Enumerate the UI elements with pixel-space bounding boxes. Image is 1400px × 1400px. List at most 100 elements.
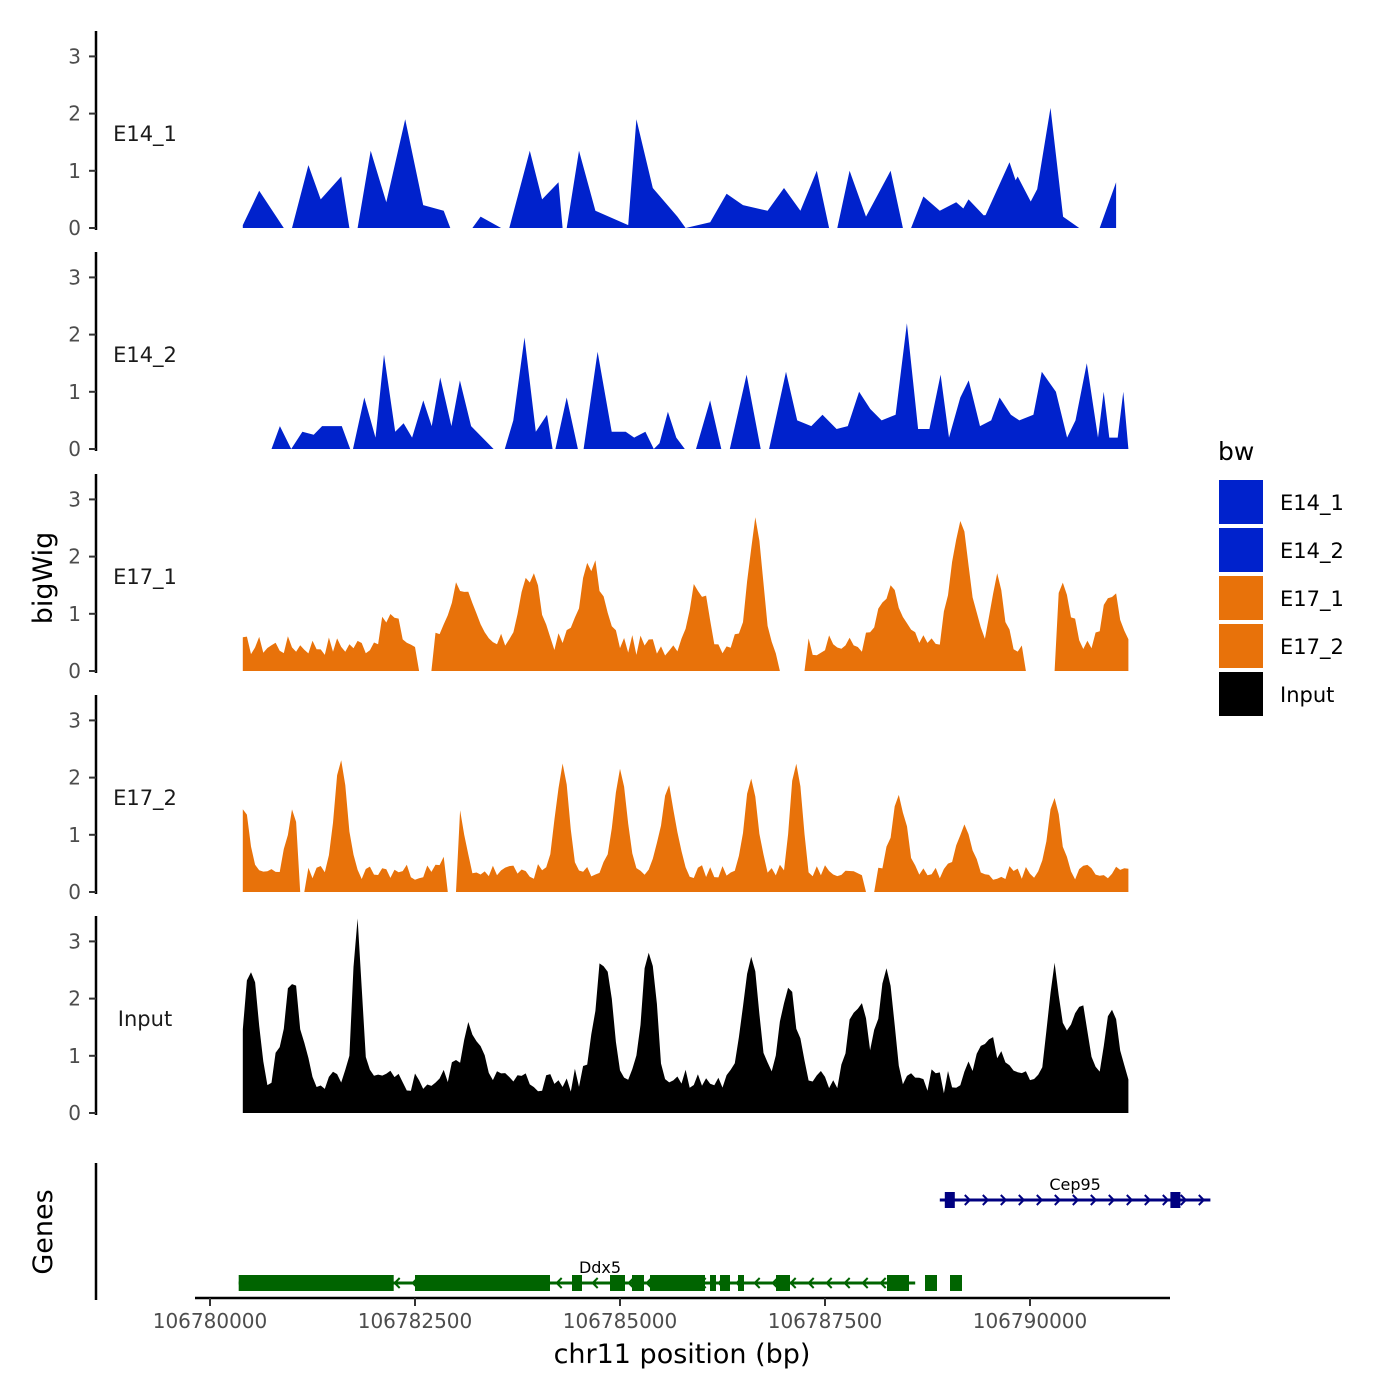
gene-exon	[720, 1275, 730, 1291]
x-tick-label: 106782500	[358, 1309, 473, 1333]
strand-arrow	[555, 1277, 563, 1289]
strand-arrow	[1072, 1194, 1080, 1206]
y-tick-label: 3	[68, 44, 81, 68]
strand-arrow	[1180, 1194, 1188, 1206]
legend-label-e17_2: E17_2	[1280, 635, 1344, 660]
gene-exon	[887, 1275, 909, 1291]
track-e14_1: 0 1 2 3 E14_1	[68, 31, 1117, 240]
strand-arrow	[1036, 1194, 1044, 1206]
signal-area-e14_2	[271, 323, 1129, 449]
strand-arrow	[1000, 1194, 1008, 1206]
legend-label-e14_2: E14_2	[1280, 539, 1344, 564]
gene-exon	[776, 1275, 790, 1291]
y-tick-label: 1	[68, 823, 81, 847]
y-tick-label: 0	[68, 1101, 81, 1125]
strand-arrow	[789, 1277, 797, 1289]
gene-exon	[710, 1275, 716, 1291]
track-label-e14_1: E14_1	[113, 122, 177, 147]
strand-arrow	[843, 1277, 851, 1289]
y-tick-label: 1	[68, 159, 81, 183]
legend-label-e17_1: E17_1	[1280, 587, 1344, 612]
y-tick-label: 2	[68, 987, 81, 1011]
track-e14_2: 0 1 2 3 E14_2	[68, 252, 1129, 461]
legend-key-input	[1219, 672, 1263, 716]
strand-arrow	[879, 1277, 887, 1289]
strand-arrow	[1126, 1194, 1134, 1206]
y-tick-label: 2	[68, 545, 81, 569]
strand-arrow	[753, 1277, 761, 1289]
y-tick-label: 1	[68, 380, 81, 404]
gene-exon	[1170, 1192, 1181, 1208]
track-label-input: Input	[118, 1007, 172, 1031]
strand-arrow	[1054, 1194, 1062, 1206]
gene-cep95: Cep95	[939, 1175, 1211, 1208]
track-label-e14_2: E14_2	[113, 343, 177, 368]
strand-arrow	[1090, 1194, 1098, 1206]
strand-arrow	[807, 1277, 815, 1289]
y-tick-label: 1	[68, 602, 81, 626]
y-tick-label: 3	[68, 708, 81, 732]
legend: bw E14_1 E14_2 E17_1 E17_2 Input	[1218, 437, 1344, 716]
legend-key-e17_1	[1219, 576, 1263, 620]
gene-exon	[238, 1275, 394, 1291]
track-e17_2: 0 1 2 3 E17_2	[68, 695, 1129, 904]
strand-arrow	[1198, 1194, 1206, 1206]
gene-ddx5: Ddx5	[238, 1258, 962, 1291]
y-tick-label: 3	[68, 929, 81, 953]
y-tick-label: 0	[68, 659, 81, 683]
track-input: 0 1 2 3 Input	[68, 916, 1129, 1125]
legend-label-input: Input	[1280, 683, 1334, 707]
gene-exon	[572, 1275, 582, 1291]
legend-key-e17_2	[1219, 624, 1263, 668]
y-tick-label: 2	[68, 766, 81, 790]
gene-exon	[950, 1275, 962, 1291]
strand-arrow	[1108, 1194, 1116, 1206]
signal-area-input	[242, 918, 1129, 1113]
strand-arrow	[861, 1277, 869, 1289]
x-tick-label: 106780000	[153, 1309, 268, 1333]
legend-key-e14_2	[1219, 528, 1263, 572]
strand-arrow	[1162, 1194, 1170, 1206]
y-tick-label: 0	[68, 880, 81, 904]
y-tick-label: 3	[68, 487, 81, 511]
track-e17_1: 0 1 2 3 E17_1	[68, 474, 1129, 683]
x-tick-label: 106790000	[973, 1309, 1088, 1333]
x-tick-label: 106787500	[768, 1309, 883, 1333]
gene-exon	[485, 1275, 550, 1291]
gene-exon	[738, 1275, 744, 1291]
strand-arrow	[1144, 1194, 1152, 1206]
signal-tracks: 0 1 2 3 E14_1 0 1 2 3 E14_2 0 1 2 3 E17_1 0 1 2 3 E17_2 0 1 2 3…	[68, 31, 1129, 1125]
gene-label-cep95: Cep95	[1049, 1175, 1101, 1194]
signal-area-e14_1	[242, 107, 1117, 228]
x-tick-label: 106785000	[563, 1309, 678, 1333]
gene-exon	[632, 1275, 644, 1291]
strand-arrow	[1018, 1194, 1026, 1206]
y-tick-label: 2	[68, 102, 81, 126]
track-label-e17_2: E17_2	[113, 786, 177, 811]
genes-panel-label: Genes	[28, 1189, 59, 1274]
y-tick-label: 3	[68, 265, 81, 289]
legend-title: bw	[1218, 437, 1254, 466]
strand-arrow	[591, 1277, 599, 1289]
y-tick-label: 0	[68, 437, 81, 461]
y-tick-label: 2	[68, 323, 81, 347]
gene-exon	[944, 1192, 955, 1208]
track-label-e17_1: E17_1	[113, 565, 177, 590]
strand-arrow	[964, 1194, 972, 1206]
y-axis-title: bigWig	[28, 532, 59, 625]
strand-arrow	[393, 1277, 401, 1289]
genes-panel: Genes Cep95 Ddx5	[28, 1163, 1211, 1300]
y-tick-label: 0	[68, 216, 81, 240]
y-tick-label: 1	[68, 1044, 81, 1068]
signal-area-e17_2	[242, 760, 1129, 892]
strand-arrow	[982, 1194, 990, 1206]
signal-area-e17_1	[242, 517, 1129, 671]
strand-arrow	[825, 1277, 833, 1289]
gene-exon	[650, 1275, 705, 1291]
gene-exon	[610, 1275, 625, 1291]
gene-exon	[925, 1275, 937, 1291]
legend-label-e14_1: E14_1	[1280, 491, 1344, 516]
gene-label-ddx5: Ddx5	[579, 1258, 621, 1277]
x-axis-title: chr11 position (bp)	[554, 1339, 811, 1370]
